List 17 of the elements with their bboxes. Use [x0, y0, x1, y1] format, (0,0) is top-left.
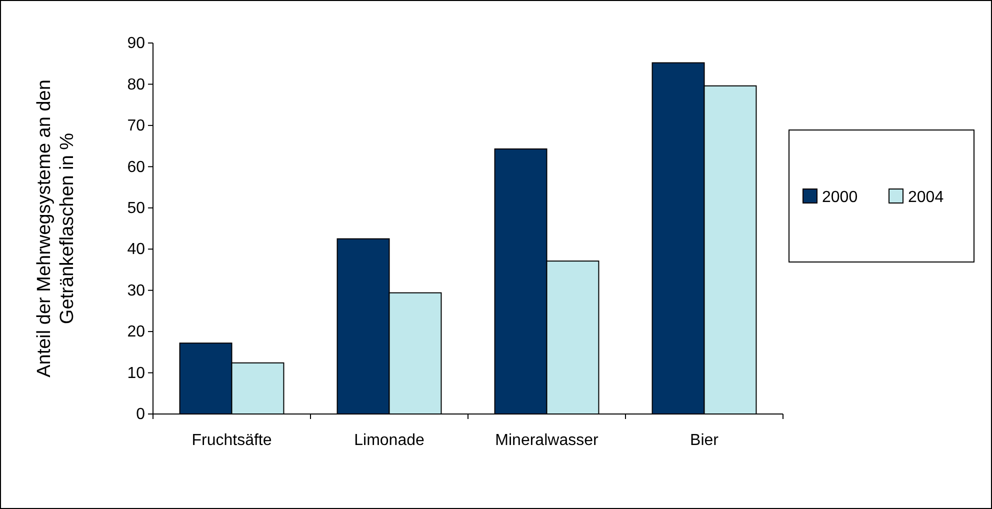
legend-label: 2004: [908, 189, 944, 206]
x-tick-label: Mineralwasser: [495, 432, 599, 449]
y-tick-label: 60: [127, 158, 146, 176]
legend-label: 2000: [822, 189, 858, 206]
y-tick-label: 10: [127, 364, 146, 382]
y-tick-label: 50: [127, 200, 146, 218]
x-tick-label: Bier: [690, 432, 720, 449]
y-tick-label: 20: [127, 324, 146, 341]
y-tick-label: 30: [127, 282, 146, 300]
y-tick-label: 90: [127, 35, 146, 52]
y-axis-title: Anteil der Mehrwegsysteme an den Getränkeflaschen in %: [34, 80, 78, 378]
y-tick-label: 80: [127, 76, 146, 94]
y-tick-label: 70: [127, 118, 146, 135]
y-tick-label: 40: [127, 241, 146, 258]
x-tick-label: Limonade: [354, 432, 424, 449]
y-tick-label: 0: [136, 406, 146, 424]
x-tick-label: Fruchtsäfte: [192, 432, 272, 449]
